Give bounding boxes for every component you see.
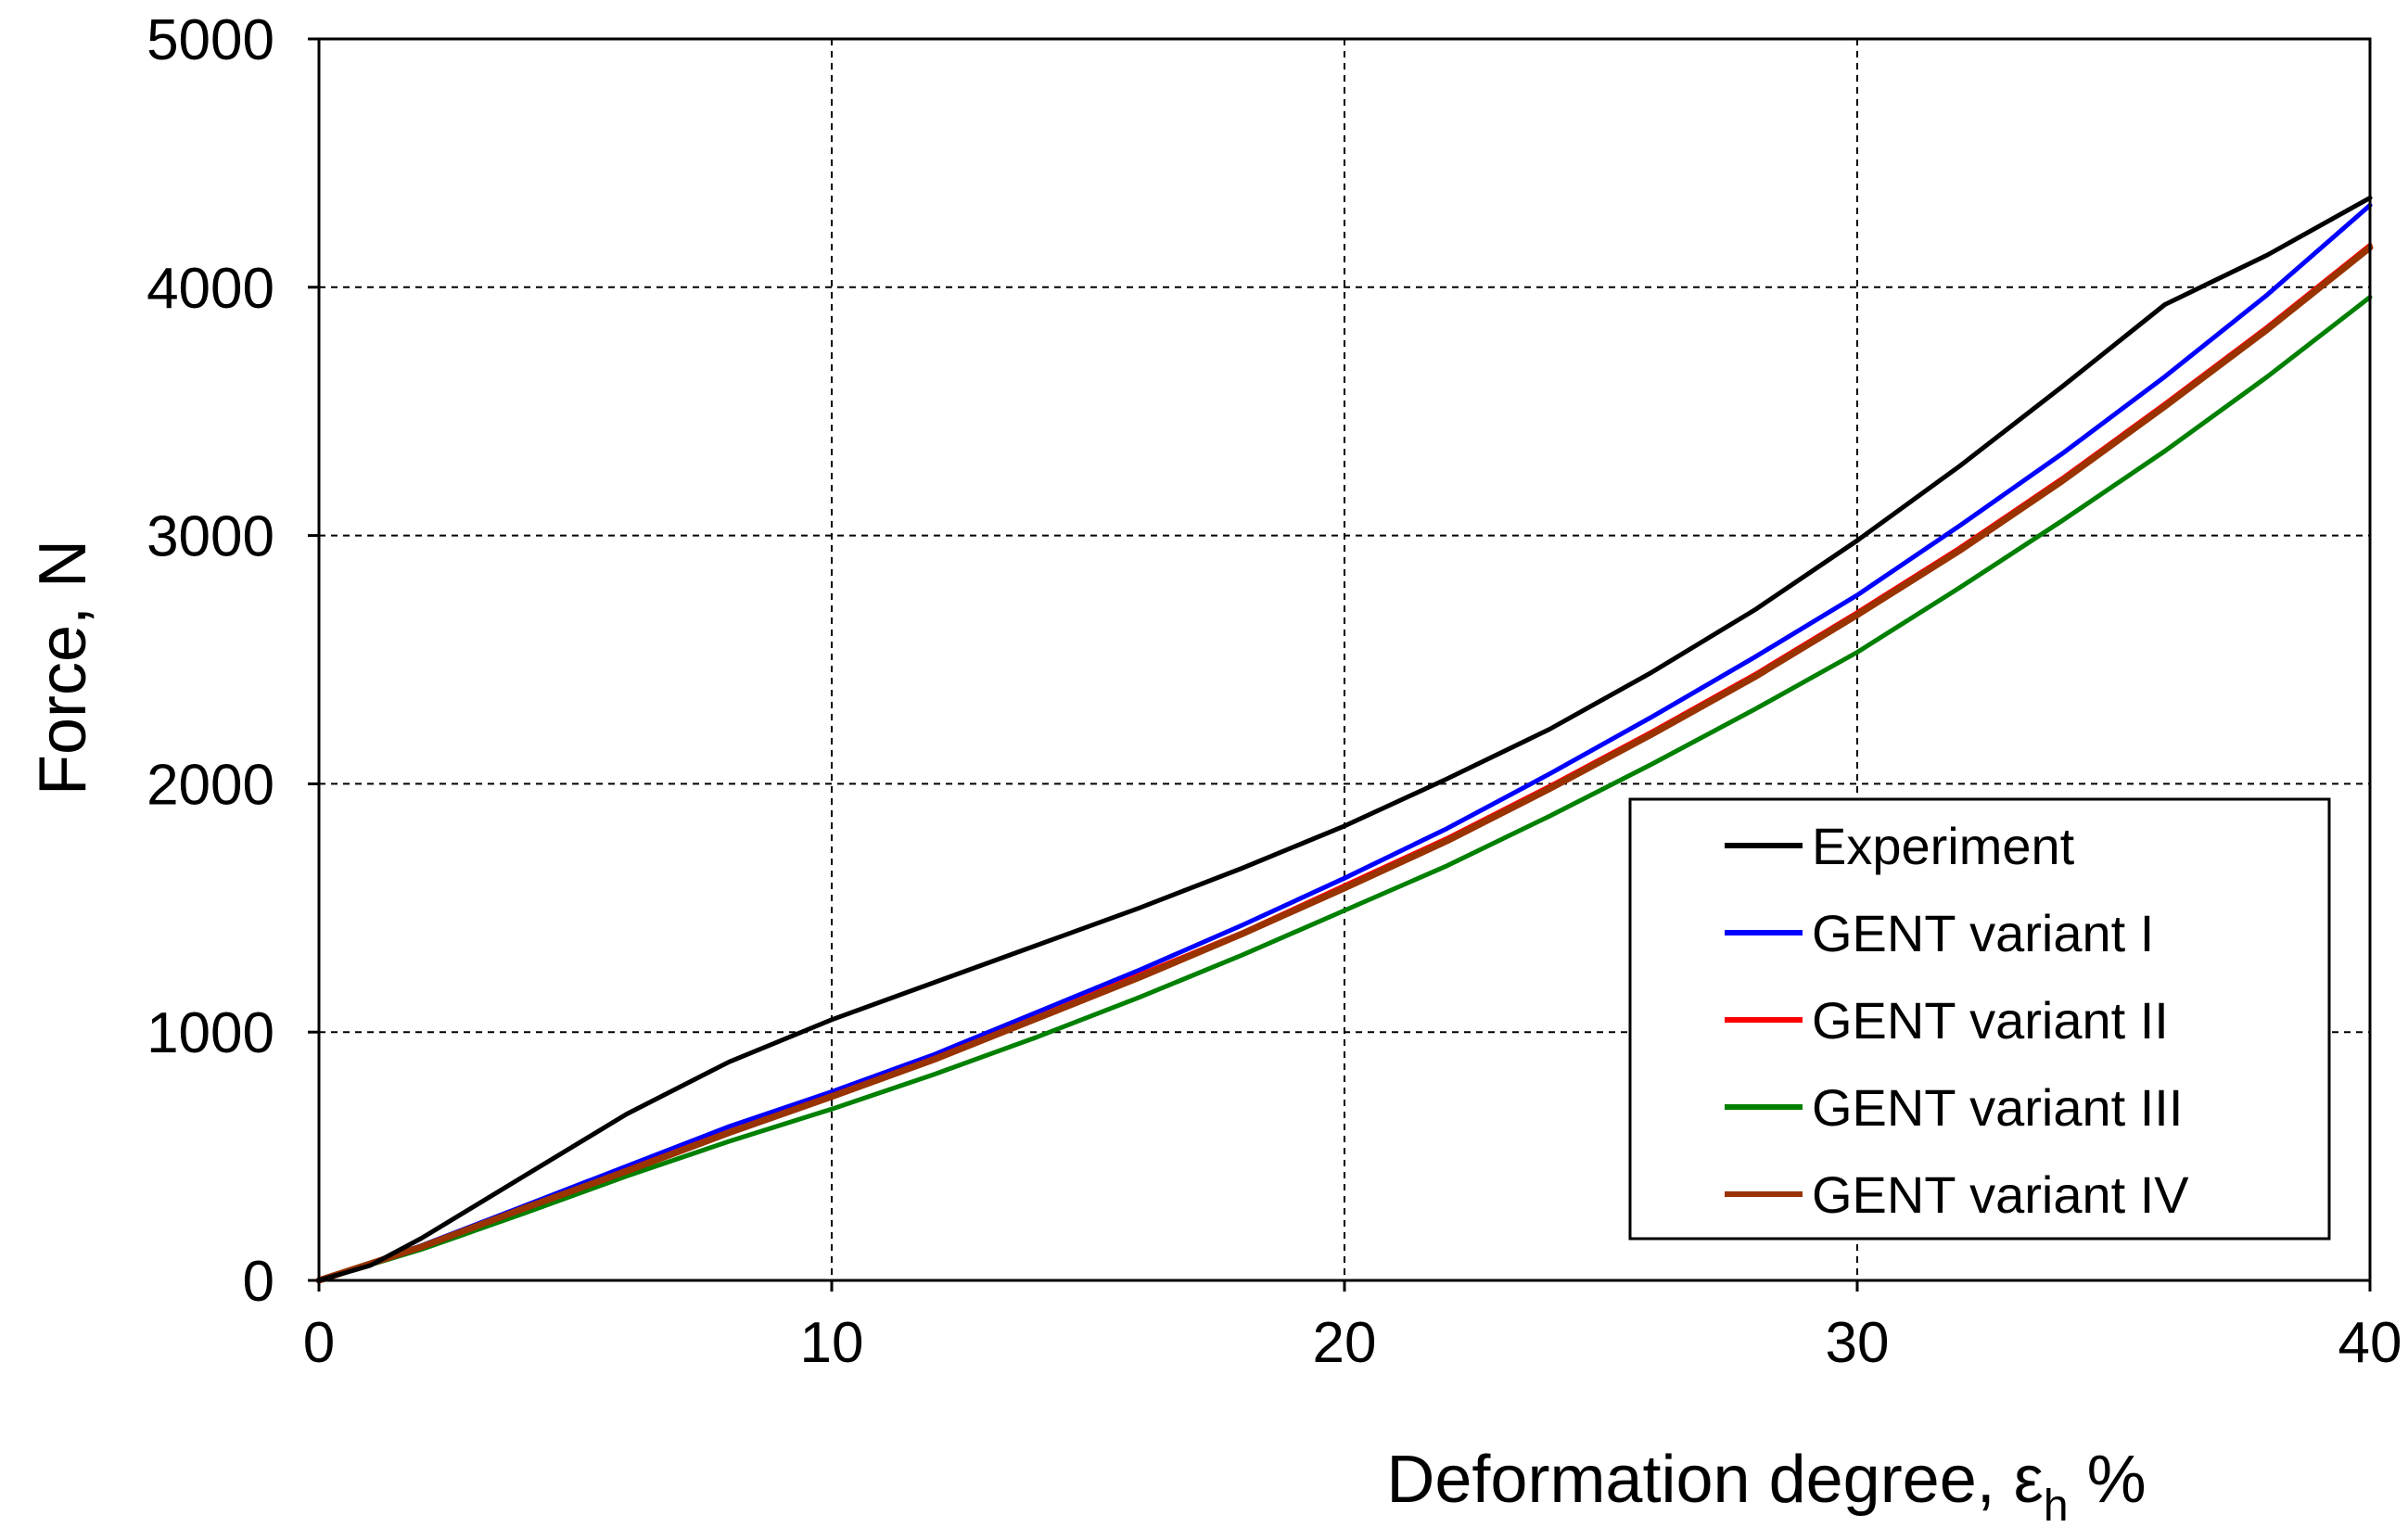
x-axis-title-subscript: h: [2044, 1482, 2069, 1531]
gridlines: [319, 39, 2370, 1280]
x-axis-title-main: Deformation degree, ε: [1386, 1443, 2043, 1517]
series-line-experiment: [316, 195, 2373, 1283]
y-tick-label: 4000: [147, 257, 274, 321]
series-line-gent-variant-iv: [315, 244, 2374, 1284]
y-tick-label: 5000: [147, 8, 274, 72]
x-tick-label: 0: [303, 1311, 335, 1375]
legend-label: Experiment: [1812, 817, 2075, 875]
x-tick-label: 30: [1826, 1311, 1890, 1375]
y-tick-label: 2000: [147, 753, 274, 817]
y-tick-label: 0: [243, 1250, 274, 1314]
legend-items: Experiment GENT variant I GENT variant II G…: [1725, 817, 2189, 1224]
x-tick-label: 10: [800, 1311, 864, 1375]
series-lines: [315, 195, 2374, 1284]
series-line-gent-variant-i: [316, 202, 2373, 1283]
y-tick-label: 3000: [147, 505, 274, 569]
legend-label: GENT variant I: [1812, 904, 2154, 962]
x-tick-label: 40: [2338, 1311, 2402, 1375]
legend-label: GENT variant IV: [1812, 1165, 2189, 1224]
x-axis-title-suffix: %: [2069, 1443, 2147, 1517]
x-axis-title: Deformation degree, εh %: [1386, 1443, 2146, 1531]
legend-label: GENT variant II: [1812, 991, 2169, 1050]
y-tick-label: 1000: [147, 1001, 274, 1065]
legend-label: GENT variant III: [1812, 1078, 2183, 1137]
y-axis-title: Force, N: [26, 540, 100, 795]
x-tick-label: 20: [1313, 1311, 1377, 1375]
series-line-gent-variant-iii: [316, 295, 2373, 1283]
tick-labels: 0 10 20 30 40 0 1000 2000 3000 4000 5000: [147, 8, 2402, 1375]
legend: Experiment GENT variant I GENT variant II G…: [1628, 797, 2331, 1241]
